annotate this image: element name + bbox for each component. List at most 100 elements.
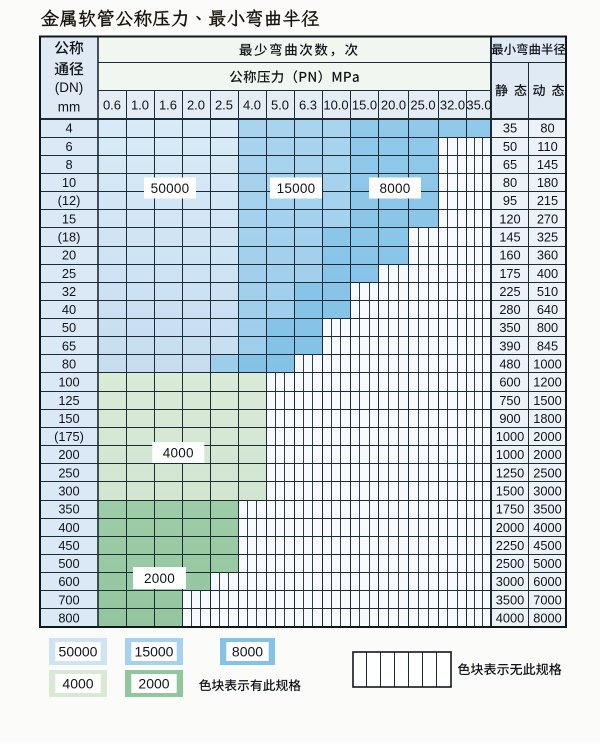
svg-text:8: 8 (65, 157, 72, 172)
svg-text:360: 360 (537, 248, 558, 263)
svg-text:25.0: 25.0 (410, 98, 435, 113)
svg-text:500: 500 (58, 556, 79, 571)
svg-text:3000: 3000 (496, 574, 524, 589)
svg-text:20: 20 (62, 248, 76, 263)
svg-text:1800: 1800 (533, 411, 561, 426)
svg-text:1200: 1200 (533, 375, 561, 390)
svg-text:1.6: 1.6 (159, 98, 177, 113)
svg-text:10: 10 (62, 175, 76, 190)
svg-text:750: 750 (499, 393, 520, 408)
svg-text:4000: 4000 (533, 520, 561, 535)
svg-text:1250: 1250 (496, 465, 524, 480)
svg-text:4000: 4000 (496, 610, 524, 625)
svg-text:50: 50 (503, 139, 517, 154)
svg-text:4.0: 4.0 (243, 98, 261, 113)
svg-text:80: 80 (62, 356, 76, 371)
svg-text:600: 600 (58, 574, 79, 589)
svg-text:35: 35 (503, 121, 517, 136)
svg-text:480: 480 (499, 356, 520, 371)
svg-text:6000: 6000 (533, 574, 561, 589)
svg-text:1000: 1000 (496, 447, 524, 462)
svg-text:350: 350 (499, 320, 520, 335)
svg-text:250: 250 (58, 465, 79, 480)
svg-text:15000: 15000 (135, 643, 174, 659)
svg-text:4000: 4000 (163, 445, 194, 460)
svg-text:35.0: 35.0 (466, 98, 491, 113)
svg-text:200: 200 (58, 447, 79, 462)
svg-text:7000: 7000 (533, 592, 561, 607)
svg-text:145: 145 (537, 157, 558, 172)
svg-text:845: 845 (537, 338, 558, 353)
svg-text:350: 350 (58, 502, 79, 517)
svg-text:450: 450 (58, 538, 79, 553)
svg-text:390: 390 (499, 338, 520, 353)
svg-text:65: 65 (503, 157, 517, 172)
svg-text:2.0: 2.0 (187, 98, 205, 113)
svg-text:4: 4 (65, 121, 72, 136)
svg-text:50000: 50000 (59, 643, 98, 659)
svg-text:15.0: 15.0 (352, 98, 377, 113)
svg-text:700: 700 (58, 592, 79, 607)
svg-text:25: 25 (62, 266, 76, 281)
svg-text:32.0: 32.0 (440, 98, 465, 113)
svg-text:20.0: 20.0 (381, 98, 406, 113)
svg-text:2000: 2000 (138, 675, 169, 691)
svg-text:3500: 3500 (496, 592, 524, 607)
svg-text:15000: 15000 (277, 181, 316, 196)
svg-text:2500: 2500 (533, 465, 561, 480)
svg-text:8000: 8000 (379, 181, 410, 196)
svg-text:1000: 1000 (533, 356, 561, 371)
svg-text:2000: 2000 (496, 520, 524, 535)
svg-text:225: 225 (499, 284, 520, 299)
svg-text:2250: 2250 (496, 538, 524, 553)
svg-text:6: 6 (65, 139, 72, 154)
svg-text:280: 280 (499, 302, 520, 317)
svg-text:2500: 2500 (496, 556, 524, 571)
svg-text:0.6: 0.6 (103, 98, 121, 113)
svg-text:65: 65 (62, 338, 76, 353)
svg-text:400: 400 (58, 520, 79, 535)
svg-text:180: 180 (537, 175, 558, 190)
svg-text:510: 510 (537, 284, 558, 299)
svg-text:(18): (18) (58, 229, 81, 244)
svg-text:80: 80 (540, 121, 554, 136)
svg-text:10.0: 10.0 (323, 98, 348, 113)
svg-text:(DN): (DN) (55, 80, 84, 95)
svg-text:40: 40 (62, 302, 76, 317)
svg-text:8000: 8000 (533, 610, 561, 625)
svg-text:32: 32 (62, 284, 76, 299)
svg-text:15: 15 (62, 211, 76, 226)
svg-text:5000: 5000 (533, 556, 561, 571)
svg-text:300: 300 (58, 483, 79, 498)
svg-text:110: 110 (537, 139, 557, 154)
svg-text:125: 125 (58, 393, 79, 408)
svg-text:400: 400 (537, 266, 558, 281)
svg-text:2000: 2000 (533, 447, 561, 462)
svg-text:145: 145 (499, 229, 520, 244)
svg-text:175: 175 (499, 266, 520, 281)
svg-text:1500: 1500 (496, 483, 524, 498)
svg-text:100: 100 (58, 375, 79, 390)
svg-text:2.5: 2.5 (215, 98, 233, 113)
svg-text:(12): (12) (58, 193, 81, 208)
svg-text:8000: 8000 (232, 643, 263, 659)
svg-text:4500: 4500 (533, 538, 561, 553)
svg-text:mm: mm (58, 100, 81, 115)
svg-text:(175): (175) (54, 429, 84, 444)
svg-text:800: 800 (537, 320, 558, 335)
svg-text:1500: 1500 (533, 393, 561, 408)
svg-text:1750: 1750 (496, 502, 524, 517)
svg-text:1000: 1000 (496, 429, 524, 444)
svg-text:4000: 4000 (62, 675, 93, 691)
svg-text:3500: 3500 (533, 502, 561, 517)
svg-text:3000: 3000 (533, 483, 561, 498)
svg-text:150: 150 (58, 411, 79, 426)
svg-text:800: 800 (58, 610, 79, 625)
svg-text:50: 50 (62, 320, 76, 335)
svg-text:1.0: 1.0 (131, 98, 149, 113)
svg-text:95: 95 (503, 193, 517, 208)
svg-text:600: 600 (499, 375, 520, 390)
svg-text:80: 80 (503, 175, 517, 190)
svg-text:640: 640 (537, 302, 558, 317)
svg-text:6.3: 6.3 (299, 98, 317, 113)
